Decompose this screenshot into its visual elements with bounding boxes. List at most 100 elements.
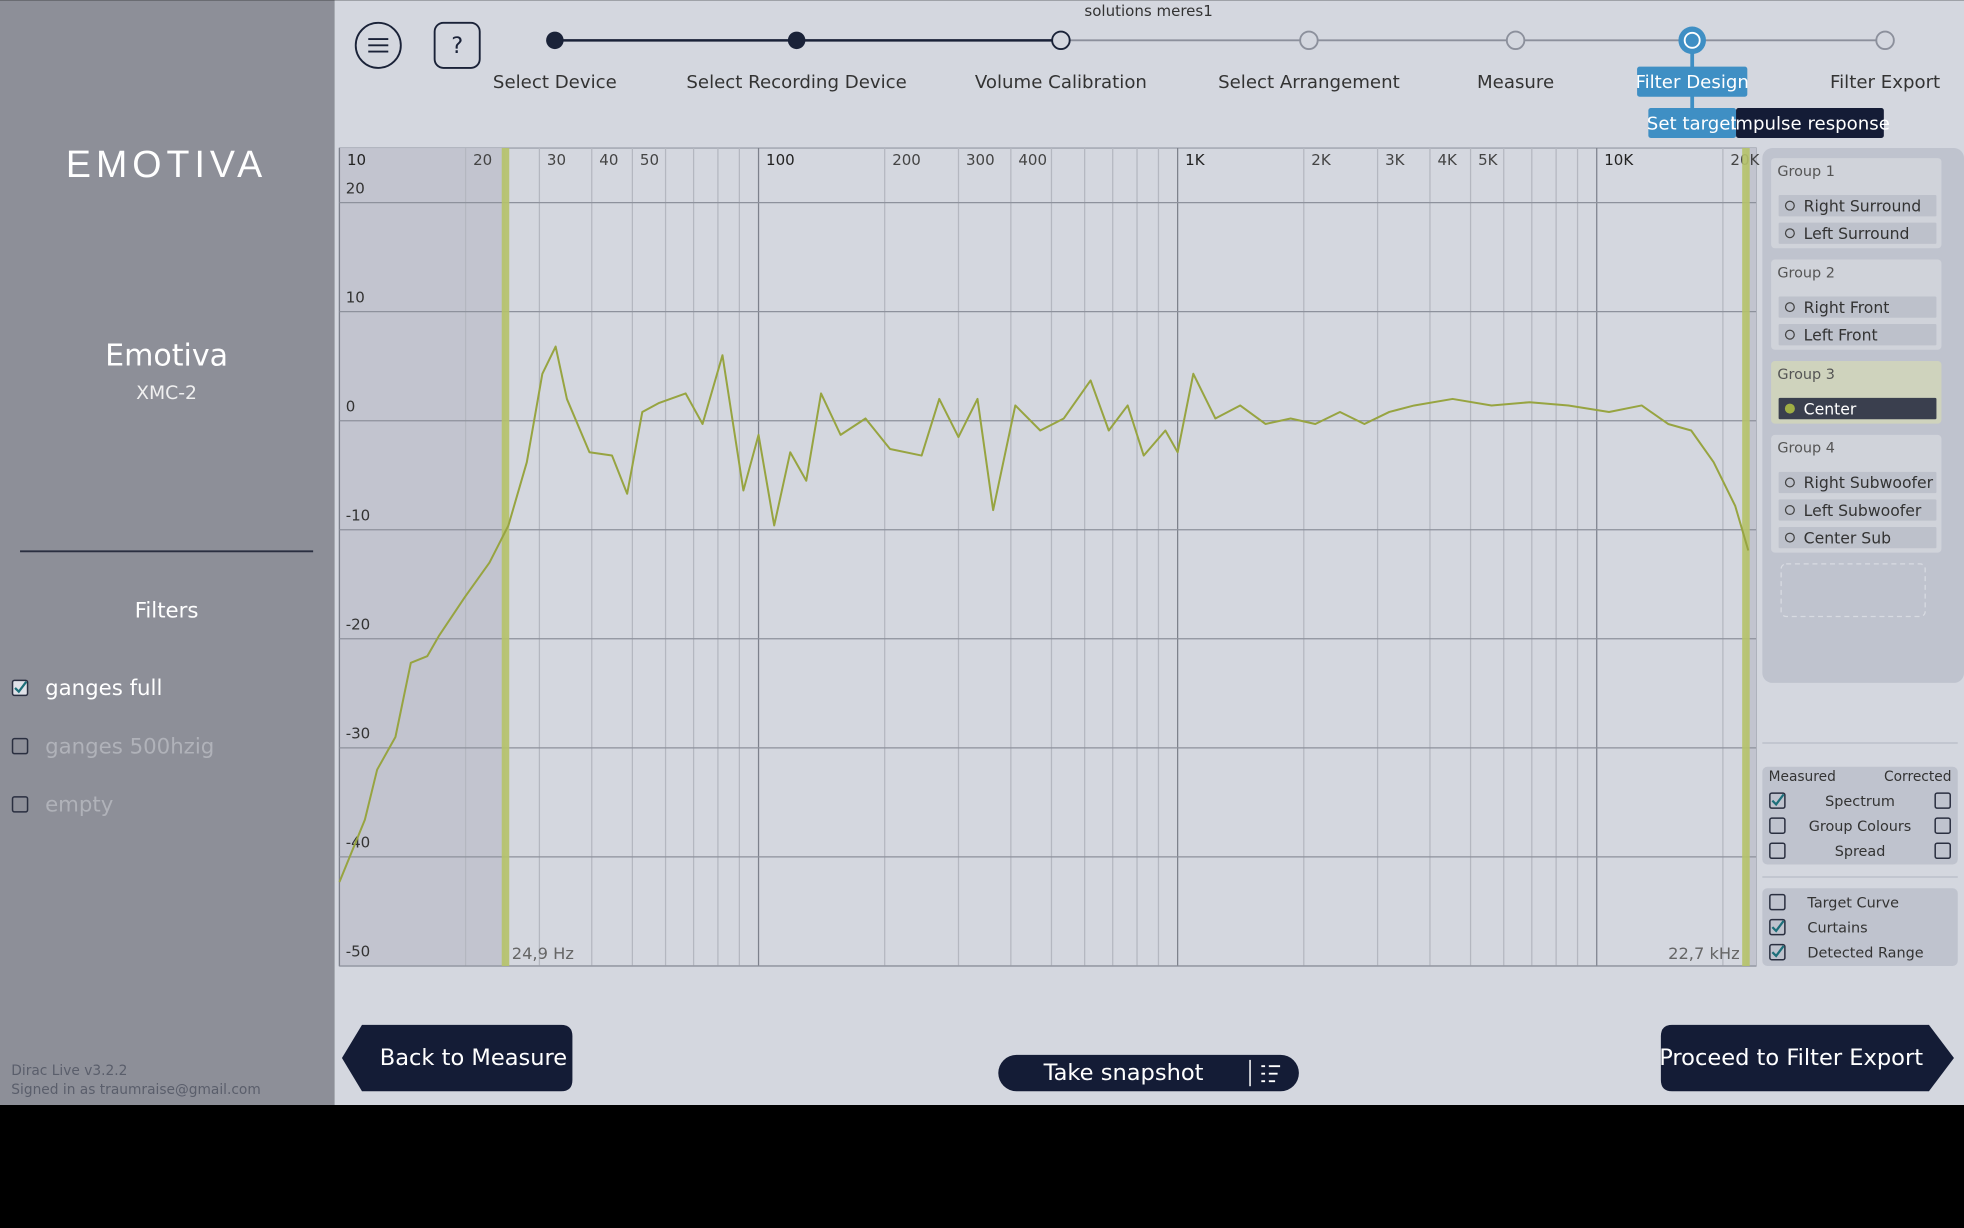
option-label: Curtains <box>1807 920 1867 936</box>
x-tick-label: 100 <box>766 151 795 169</box>
step-label[interactable]: Select Device <box>493 72 617 93</box>
channel-row[interactable] <box>1778 324 1937 346</box>
proceed-button[interactable] <box>1660 1024 1954 1092</box>
channel-name[interactable]: Right Front <box>1804 298 1890 317</box>
filter-name[interactable]: ganges 500hzig <box>45 734 214 759</box>
x-tick-label: 200 <box>892 151 921 169</box>
plot-background <box>338 147 1757 967</box>
channel-dot <box>1784 532 1795 543</box>
channel-dot <box>1784 403 1795 414</box>
channel-name[interactable]: Left Subwoofer <box>1804 501 1922 520</box>
checkbox[interactable] <box>1769 842 1786 859</box>
step-node[interactable] <box>787 31 806 50</box>
channel-name[interactable]: Right Surround <box>1804 196 1922 215</box>
project-title: solutions meres1 <box>1084 2 1212 20</box>
channel-row[interactable] <box>1778 499 1937 521</box>
step-node[interactable] <box>1051 30 1071 51</box>
option-list: Spectrum Group Colours Spread Target Curve C… <box>1769 792 1951 961</box>
checkbox[interactable] <box>1934 817 1951 834</box>
curtain-label: 24,9 Hz <box>512 944 574 963</box>
step-label[interactable]: Filter Design <box>1635 72 1748 93</box>
channel-name[interactable]: Center <box>1804 399 1857 418</box>
tab[interactable] <box>1736 107 1884 139</box>
x-tick-label: 400 <box>1018 151 1047 169</box>
channel-row[interactable] <box>1778 526 1937 549</box>
extra-options <box>1762 888 1958 966</box>
snapshot-button[interactable] <box>998 1054 1299 1092</box>
x-tick-label: 300 <box>966 151 995 169</box>
channel-name[interactable]: Center Sub <box>1804 528 1891 547</box>
channel-dot <box>1784 505 1795 516</box>
filter-list: ganges full ganges 500hzig empty <box>11 676 214 818</box>
filter-name[interactable]: ganges full <box>45 676 162 701</box>
back-button[interactable] <box>341 1024 573 1092</box>
channel-name[interactable]: Right Subwoofer <box>1804 473 1934 492</box>
channel-row[interactable] <box>1778 222 1937 244</box>
option-label: Detected Range <box>1807 945 1923 961</box>
option-label: Spectrum <box>1825 794 1895 810</box>
step-node-inner <box>1683 31 1701 49</box>
y-tick-label: 20 <box>346 179 365 197</box>
checkbox[interactable] <box>1769 943 1786 961</box>
group-label: Group 1 <box>1777 164 1835 180</box>
channel-dot <box>1784 200 1795 211</box>
step-label[interactable]: Measure <box>1477 72 1554 93</box>
proceed-label: Proceed to Filter Export <box>1659 1045 1923 1071</box>
filter-name[interactable]: empty <box>45 793 113 818</box>
channel-row[interactable] <box>1778 471 1937 494</box>
channel-dot <box>1784 302 1795 313</box>
step-label-bg <box>1637 66 1748 97</box>
snapshot-list-icon[interactable] <box>1261 1065 1281 1083</box>
checkbox[interactable] <box>11 796 29 813</box>
step-node[interactable] <box>546 31 564 50</box>
y-tick-label: -20 <box>346 616 371 634</box>
step-node[interactable] <box>1875 30 1895 51</box>
group-label: Group 4 <box>1777 441 1835 457</box>
step-node[interactable] <box>1678 26 1706 55</box>
y-tick-label: 0 <box>346 397 356 415</box>
checkbox[interactable] <box>11 737 29 755</box>
snapshot-label: Take snapshot <box>1043 1060 1204 1086</box>
channel-dot <box>1784 329 1795 340</box>
y-tick-label: -50 <box>346 943 371 961</box>
channel-dot <box>1784 228 1795 239</box>
checkbox[interactable] <box>1769 918 1786 936</box>
version: Dirac Live v3.2.2 <box>11 1063 127 1079</box>
checkbox[interactable] <box>1769 792 1786 809</box>
channel-row[interactable] <box>1778 397 1937 420</box>
option-label: Target Curve <box>1806 895 1899 911</box>
step-label[interactable]: Select Recording Device <box>686 72 906 93</box>
tab[interactable] <box>1648 107 1737 139</box>
step-node[interactable] <box>1299 30 1319 51</box>
curtain-shade <box>1745 148 1757 966</box>
checkbox[interactable] <box>1934 792 1951 809</box>
x-tick-label: 20 <box>473 151 492 169</box>
checkbox[interactable] <box>1769 817 1786 834</box>
channel-name[interactable]: Left Surround <box>1804 224 1910 243</box>
channel-dot <box>1784 477 1795 488</box>
x-tick-label: 50 <box>640 151 659 169</box>
display-options <box>1762 766 1958 865</box>
channel-row[interactable] <box>1778 296 1937 318</box>
measured-label: Measured <box>1769 769 1836 785</box>
step-label[interactable]: Select Arrangement <box>1218 72 1400 93</box>
channel-name[interactable]: Left Front <box>1804 325 1878 344</box>
logo: EMOTIVA <box>66 143 267 185</box>
empty-group <box>1780 563 1926 618</box>
response-curve <box>338 345 1750 883</box>
curtain-label: 22,7 kHz <box>1668 944 1740 963</box>
step-label[interactable]: Volume Calibration <box>975 72 1147 93</box>
step-label[interactable]: Filter Export <box>1830 72 1940 93</box>
help-button[interactable] <box>433 21 481 69</box>
channel-row[interactable] <box>1778 195 1937 217</box>
menu-button[interactable] <box>354 21 402 69</box>
curtain-shade <box>339 148 506 966</box>
checkbox[interactable] <box>1934 842 1951 859</box>
help-icon: ? <box>451 33 463 59</box>
step-node[interactable] <box>1505 30 1526 51</box>
tab-label[interactable]: Set target <box>1647 113 1738 134</box>
x-tick-label: 2K <box>1311 151 1332 169</box>
tab-label[interactable]: Impulse response <box>1730 113 1890 134</box>
checkbox[interactable] <box>1769 893 1786 911</box>
device-name: Emotiva <box>105 339 228 374</box>
